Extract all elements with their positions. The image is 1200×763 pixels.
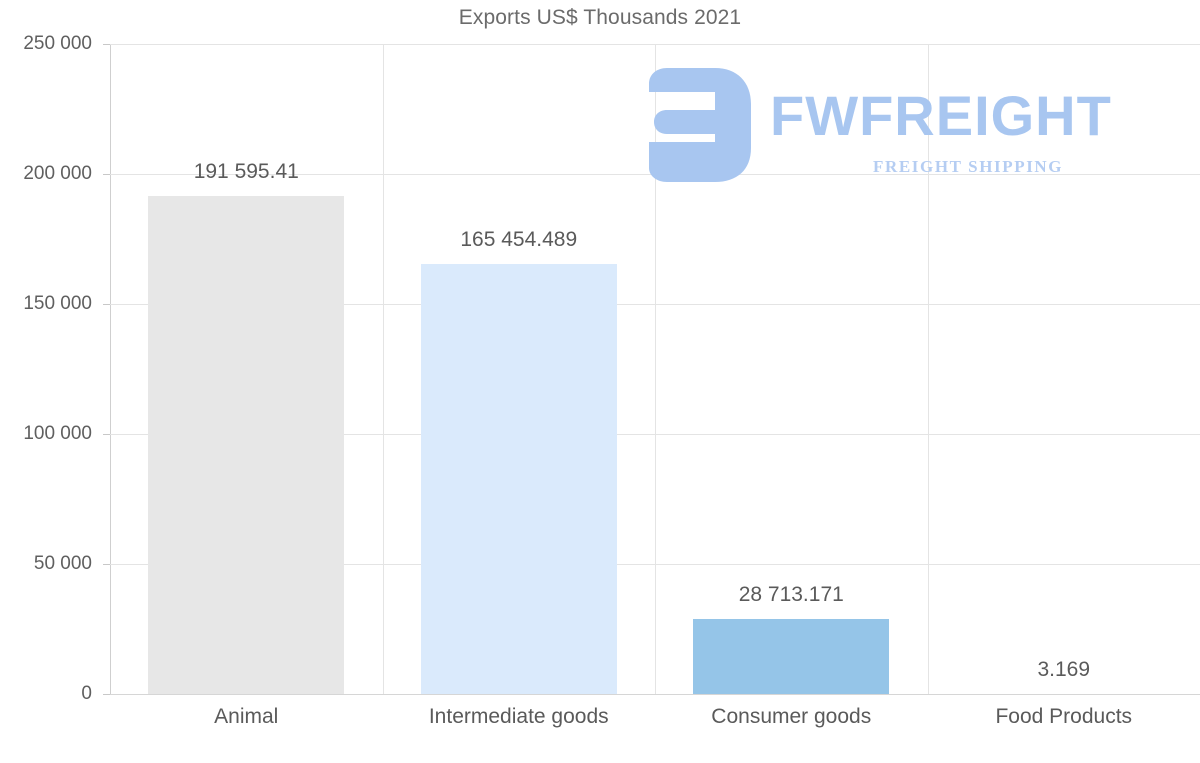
category-separator bbox=[383, 44, 384, 694]
bar-value-label: 3.169 bbox=[1037, 657, 1091, 681]
x-tick-label: Intermediate goods bbox=[428, 705, 609, 728]
plot-area bbox=[110, 44, 1200, 695]
y-tick-label: 100 000 bbox=[23, 423, 92, 444]
bar[interactable] bbox=[693, 619, 890, 694]
bar[interactable] bbox=[420, 263, 617, 694]
y-tick-label: 200 000 bbox=[23, 163, 92, 184]
bar[interactable] bbox=[148, 195, 345, 694]
y-tick-mark bbox=[103, 44, 110, 45]
y-tick-label: 150 000 bbox=[23, 293, 92, 314]
category-separator bbox=[928, 44, 929, 694]
y-tick-mark bbox=[103, 304, 110, 305]
x-tick-label: Consumer goods bbox=[711, 705, 872, 728]
y-axis-spine bbox=[110, 44, 111, 695]
chart-title: Exports US$ Thousands 2021 bbox=[458, 6, 742, 29]
y-tick-mark bbox=[103, 174, 110, 175]
x-tick-label: Food Products bbox=[995, 705, 1133, 728]
y-tick-label: 0 bbox=[81, 683, 92, 704]
bar-value-label: 28 713.171 bbox=[738, 583, 844, 607]
bar-value-label: 191 595.41 bbox=[193, 159, 299, 183]
gridline bbox=[110, 694, 1200, 695]
bar-value-label: 165 454.489 bbox=[460, 227, 578, 251]
y-tick-label: 50 000 bbox=[33, 553, 92, 574]
y-tick-label: 250 000 bbox=[23, 33, 92, 54]
category-separator bbox=[655, 44, 656, 694]
y-tick-mark bbox=[103, 694, 110, 695]
y-tick-mark bbox=[103, 564, 110, 565]
x-tick-label: Animal bbox=[214, 705, 279, 728]
y-tick-mark bbox=[103, 434, 110, 435]
